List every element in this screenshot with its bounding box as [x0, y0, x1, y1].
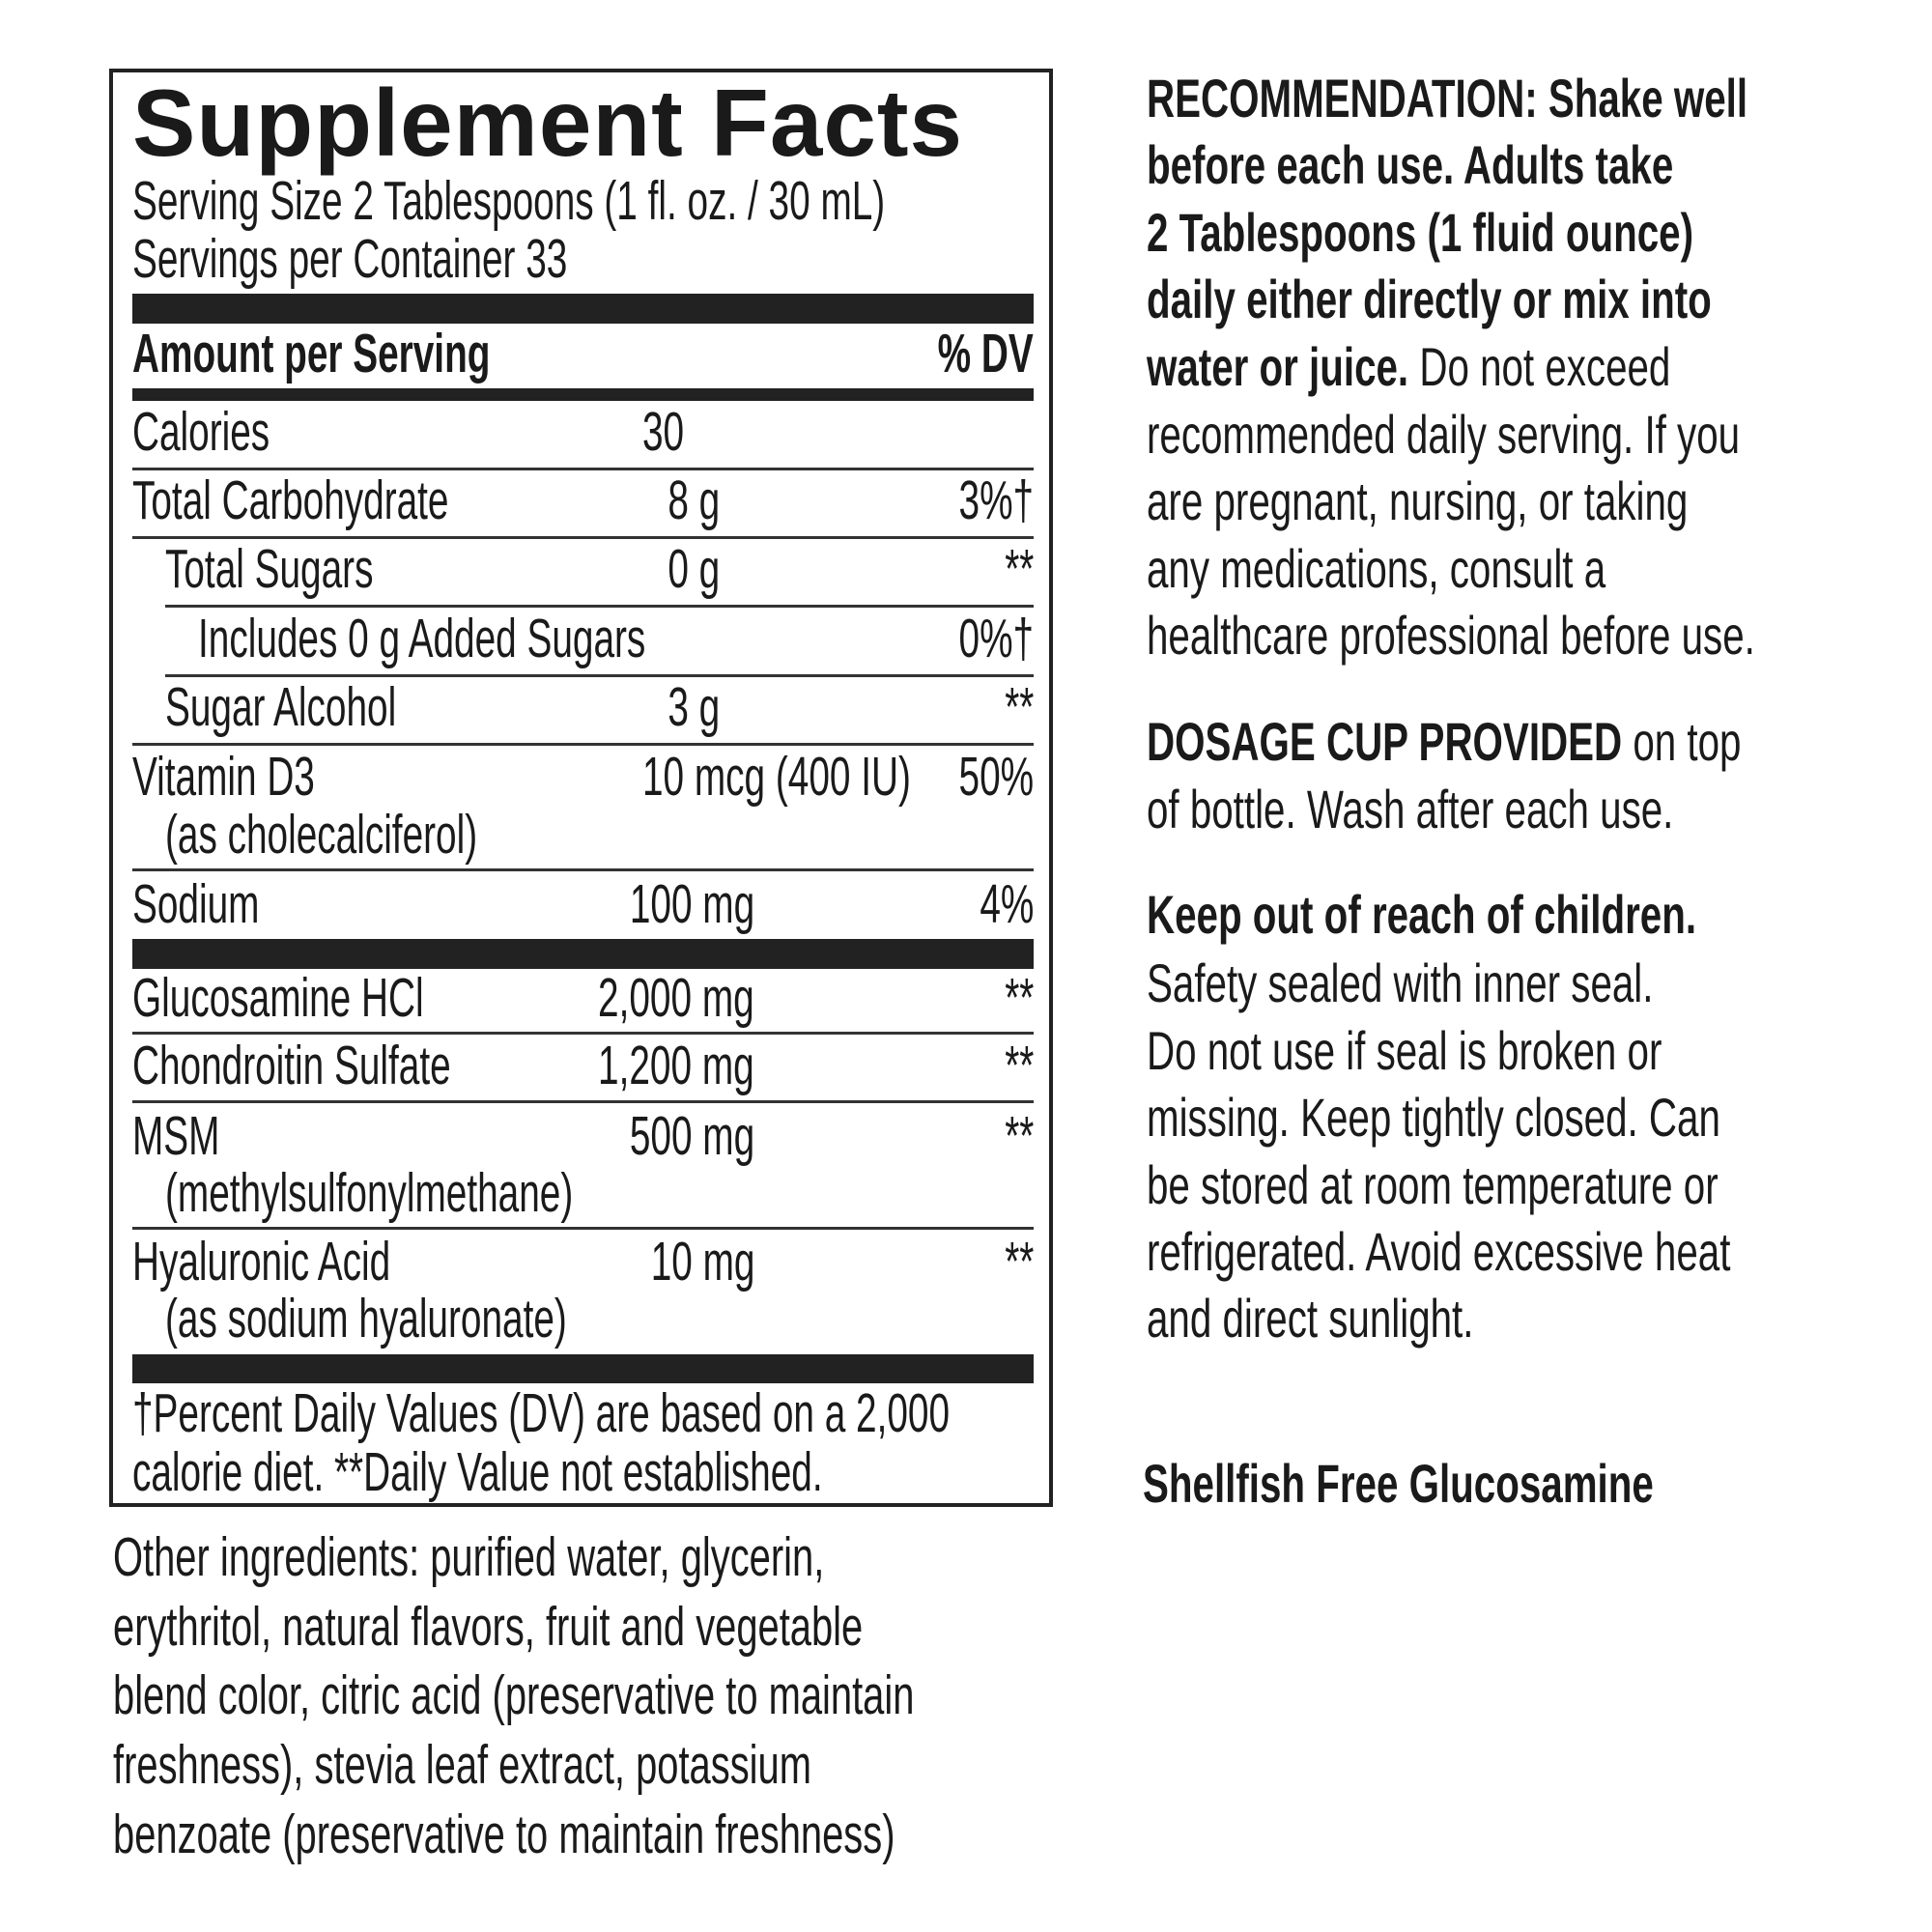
- thick-divider: [132, 1354, 1034, 1383]
- nutrient-name: Hyaluronic Acid: [132, 1231, 391, 1293]
- nutrient-name: Total Sugars: [165, 538, 374, 600]
- servings-per-container: Servings per Container 33: [132, 228, 568, 290]
- safety-line: Safety sealed with inner seal.: [1147, 952, 1654, 1013]
- row-divider: [132, 1227, 1034, 1230]
- nutrient-amount: 2,000 mg: [598, 967, 754, 1029]
- nutrient-name: Chondroitin Sulfate: [132, 1035, 451, 1096]
- row-divider: [132, 536, 1034, 539]
- nutrient-dv: 50%: [958, 746, 1034, 808]
- ingredients-line: freshness), stevia leaf extract, potassi…: [113, 1734, 811, 1796]
- recommendation-line: healthcare professional before use.: [1147, 605, 1755, 666]
- tagline: Shellfish Free Glucosamine: [1143, 1453, 1654, 1514]
- recommendation-line: RECOMMENDATION: Shake well: [1147, 68, 1748, 128]
- safety-line: refrigerated. Avoid excessive heat: [1147, 1221, 1731, 1282]
- dosage-line: DOSAGE CUP PROVIDED on top: [1147, 715, 1741, 769]
- safety-heading: Keep out of reach of children.: [1147, 884, 1697, 945]
- nutrient-amount: 500 mg: [629, 1105, 754, 1167]
- row-divider: [165, 605, 1034, 608]
- row-divider: [132, 1032, 1034, 1035]
- row-divider: [132, 468, 1034, 470]
- dosage-line: of bottle. Wash after each use.: [1147, 779, 1674, 839]
- nutrient-amount: 3 g: [668, 676, 720, 738]
- nutrient-dv: 4%: [979, 873, 1034, 935]
- ingredients-line: erythritol, natural flavors, fruit and v…: [113, 1596, 864, 1658]
- recommendation-line: recommended daily serving. If you: [1147, 404, 1741, 465]
- nutrient-source: (as cholecalciferol): [165, 804, 478, 866]
- nutrient-name: Glucosamine HCl: [132, 967, 424, 1029]
- row-divider: [132, 1100, 1034, 1103]
- recommendation-line: are pregnant, nursing, or taking: [1147, 470, 1689, 531]
- dosage-bold: DOSAGE CUP PROVIDED: [1147, 711, 1623, 772]
- recommendation-line: water or juice. Do not exceed: [1147, 340, 1670, 394]
- safety-line: missing. Keep tightly closed. Can: [1147, 1087, 1720, 1148]
- row-divider: [132, 868, 1034, 871]
- thick-divider: [132, 939, 1034, 969]
- nutrient-name: MSM: [132, 1105, 220, 1167]
- nutrient-amount: 10 mg: [650, 1231, 754, 1293]
- nutrient-amount: 1,200 mg: [598, 1035, 754, 1096]
- nutrient-dv: **: [1004, 676, 1034, 738]
- serving-size: Serving Size 2 Tablespoons (1 fl. oz. / …: [132, 170, 886, 232]
- thick-divider: [132, 294, 1034, 324]
- nutrient-amount: 0 g: [668, 538, 720, 600]
- header-amount: Amount per Serving: [132, 323, 491, 384]
- supplement-facts-panel: [109, 69, 1053, 1507]
- safety-line: Do not use if seal is broken or: [1147, 1020, 1662, 1081]
- nutrient-dv: **: [1004, 538, 1034, 600]
- recommendation-line: 2 Tablespoons (1 fluid ounce): [1147, 202, 1694, 263]
- nutrient-dv: 0%†: [958, 608, 1034, 669]
- dosage-text: on top: [1622, 711, 1742, 772]
- footnote-line: †Percent Daily Values (DV) are based on …: [132, 1382, 951, 1444]
- nutrient-name: Total Carbohydrate: [132, 469, 449, 531]
- nutrient-dv: **: [1004, 967, 1034, 1029]
- nutrient-name: Includes 0 g Added Sugars: [198, 608, 646, 669]
- panel-title: Supplement Facts: [132, 70, 964, 176]
- nutrient-name: Vitamin D3: [132, 746, 315, 808]
- recommendation-line: daily either directly or mix into: [1147, 269, 1712, 329]
- recommendation-line: before each use. Adults take: [1147, 134, 1674, 195]
- medium-divider: [132, 388, 1034, 401]
- safety-line: be stored at room temperature or: [1147, 1154, 1719, 1215]
- nutrient-source: (methylsulfonylmethane): [165, 1162, 574, 1224]
- nutrient-name: Sugar Alcohol: [165, 676, 397, 738]
- nutrient-source: (as sodium hyaluronate): [165, 1288, 567, 1350]
- ingredients-line: blend color, citric acid (preservative t…: [113, 1664, 915, 1726]
- footnote-line: calorie diet. **Daily Value not establis…: [132, 1441, 823, 1503]
- safety-line: and direct sunlight.: [1147, 1288, 1474, 1349]
- nutrient-dv: **: [1004, 1231, 1034, 1293]
- nutrient-name: Calories: [132, 401, 270, 463]
- nutrient-dv: 3%†: [958, 469, 1034, 531]
- nutrient-dv: **: [1004, 1105, 1034, 1167]
- row-divider: [132, 743, 1034, 746]
- ingredients-line: benzoate (preservative to maintain fresh…: [113, 1804, 895, 1865]
- nutrient-amount: 100 mg: [629, 873, 754, 935]
- nutrient-amount: 8 g: [668, 469, 720, 531]
- recommendation-text: Do not exceed: [1408, 336, 1671, 397]
- nutrient-name: Sodium: [132, 873, 260, 935]
- row-divider: [165, 674, 1034, 677]
- nutrient-dv: **: [1004, 1035, 1034, 1096]
- ingredients-line: Other ingredients: purified water, glyce…: [113, 1526, 825, 1588]
- nutrient-amount: 30: [642, 401, 685, 463]
- recommendation-line: any medications, consult a: [1147, 538, 1606, 599]
- nutrient-amount: 10 mcg (400 IU): [642, 746, 911, 808]
- header-dv: % DV: [937, 323, 1034, 384]
- recommendation-bold: water or juice.: [1147, 336, 1409, 397]
